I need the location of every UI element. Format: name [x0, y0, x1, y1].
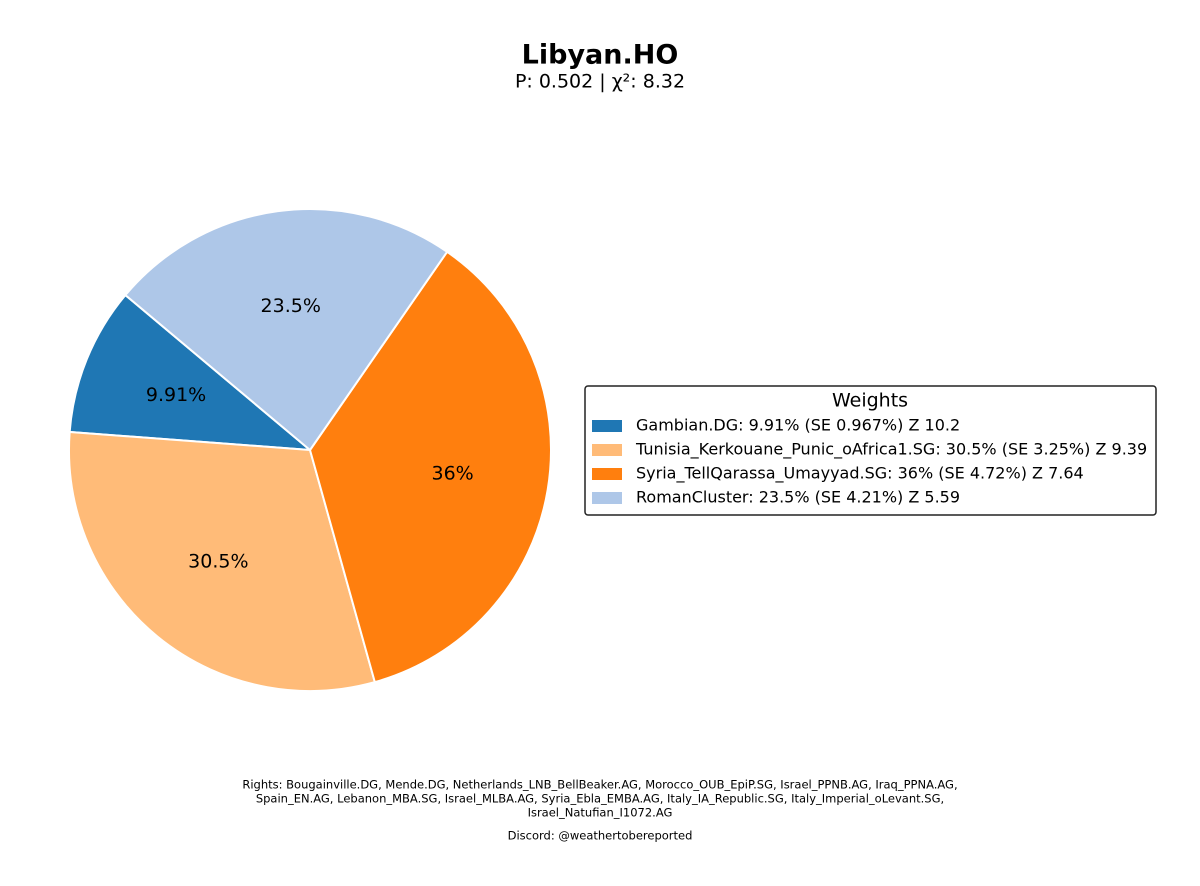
pie-slice [68, 293, 314, 452]
legend-title: Weights [832, 390, 908, 412]
footnote: Rights: Bougainville.DG, Mende.DG, Nethe… [242, 778, 957, 843]
chart-subtitle: P: 0.502 | χ²: 8.32 [515, 71, 685, 93]
legend-swatch [592, 444, 622, 456]
pie-slice [308, 250, 552, 684]
pie-slice [68, 430, 377, 692]
credit: Discord: @weathertobereported [508, 829, 693, 843]
slice-label: 23.5% [261, 295, 321, 317]
legend: Gambian.DG: 9.91% (SE 0.967%) Z 10.2 Tuni… [592, 416, 1147, 507]
slice-label: 36% [431, 462, 473, 484]
legend-swatch [592, 492, 622, 504]
legend-label: Tunisia_Kerkouane_Punic_oAfrica1.SG: 30.… [635, 440, 1147, 460]
legend-box [584, 385, 1157, 516]
chart-title: Libyan.HO [522, 40, 679, 71]
legend-swatch [592, 468, 622, 480]
legend-label: Syria_TellQarassa_Umayyad.SG: 36% (SE 4.… [636, 464, 1084, 484]
footnote-line: Israel_Natufian_I1072.AG [528, 806, 673, 820]
slice-label: 9.91% [146, 384, 206, 406]
pie: 9.91% 30.5% 36% 23.5% [68, 208, 552, 692]
legend-label: Gambian.DG: 9.91% (SE 0.967%) Z 10.2 [636, 416, 960, 435]
legend-swatch [592, 420, 622, 432]
footnote-line: Rights: Bougainville.DG, Mende.DG, Nethe… [242, 778, 957, 792]
slice-label: 30.5% [188, 550, 248, 572]
footnote-line: Spain_EN.AG, Lebanon_MBA.SG, Israel_MLBA… [256, 792, 944, 806]
legend-label: RomanCluster: 23.5% (SE 4.21%) Z 5.59 [636, 488, 960, 507]
pie-slice [123, 208, 449, 452]
